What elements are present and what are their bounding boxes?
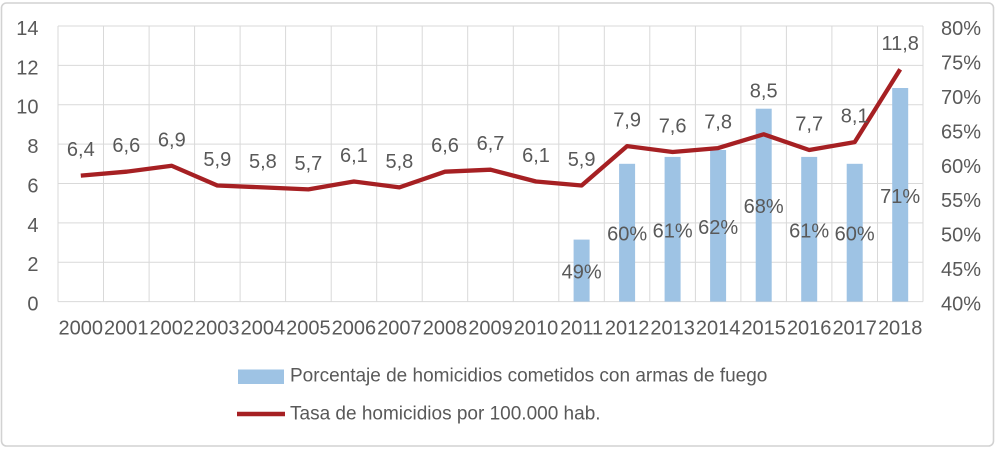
svg-text:7,7: 7,7 (795, 114, 823, 136)
svg-text:70%: 70% (941, 87, 981, 109)
svg-text:2: 2 (27, 254, 38, 276)
svg-text:6,1: 6,1 (340, 145, 368, 167)
svg-text:80%: 80% (941, 18, 981, 40)
svg-text:2014: 2014 (696, 318, 741, 340)
svg-text:8: 8 (27, 136, 38, 158)
svg-text:6: 6 (27, 176, 38, 198)
svg-text:7,6: 7,6 (659, 116, 687, 138)
svg-text:2006: 2006 (332, 318, 377, 340)
svg-text:2009: 2009 (468, 318, 513, 340)
svg-text:55%: 55% (941, 190, 981, 212)
svg-text:2017: 2017 (832, 318, 877, 340)
svg-text:2004: 2004 (241, 318, 286, 340)
svg-text:4: 4 (27, 215, 38, 237)
svg-text:0: 0 (27, 294, 38, 316)
svg-text:6,7: 6,7 (477, 133, 505, 155)
svg-text:2013: 2013 (650, 318, 695, 340)
svg-text:Tasa de homicidios por 100.000: Tasa de homicidios por 100.000 hab. (290, 404, 601, 425)
svg-text:71%: 71% (880, 186, 920, 208)
svg-text:6,9: 6,9 (158, 129, 186, 151)
svg-text:6,6: 6,6 (112, 135, 140, 157)
svg-text:8,5: 8,5 (750, 81, 778, 103)
svg-text:14: 14 (16, 18, 38, 40)
svg-text:60%: 60% (607, 224, 647, 246)
svg-text:40%: 40% (941, 294, 981, 316)
svg-text:61%: 61% (789, 220, 829, 242)
svg-text:5,9: 5,9 (203, 149, 231, 171)
svg-text:2007: 2007 (377, 318, 422, 340)
svg-text:2015: 2015 (741, 318, 786, 340)
svg-text:2016: 2016 (787, 318, 832, 340)
svg-text:7,8: 7,8 (704, 112, 732, 134)
svg-text:12: 12 (16, 57, 38, 79)
svg-text:2003: 2003 (195, 318, 240, 340)
svg-text:45%: 45% (941, 259, 981, 281)
svg-text:6,6: 6,6 (431, 135, 459, 157)
svg-text:2002: 2002 (150, 318, 195, 340)
svg-text:2001: 2001 (104, 318, 149, 340)
svg-text:50%: 50% (941, 225, 981, 247)
svg-text:6,1: 6,1 (522, 145, 550, 167)
svg-text:68%: 68% (744, 196, 784, 218)
svg-text:8,1: 8,1 (841, 106, 869, 128)
svg-text:10: 10 (16, 97, 38, 119)
svg-text:2005: 2005 (286, 318, 331, 340)
svg-text:65%: 65% (941, 121, 981, 143)
svg-text:2011: 2011 (560, 318, 603, 340)
svg-text:Porcentaje de homicidios comet: Porcentaje de homicidios cometidos con a… (290, 366, 767, 387)
svg-text:62%: 62% (698, 217, 738, 239)
svg-text:5,8: 5,8 (249, 151, 277, 173)
svg-text:60%: 60% (835, 224, 875, 246)
svg-text:2008: 2008 (423, 318, 468, 340)
svg-text:49%: 49% (562, 262, 602, 284)
svg-text:60%: 60% (941, 156, 981, 178)
svg-text:5,7: 5,7 (294, 153, 322, 175)
svg-text:2010: 2010 (514, 318, 559, 340)
svg-text:11,8: 11,8 (881, 33, 918, 55)
svg-text:2012: 2012 (605, 318, 650, 340)
svg-text:5,9: 5,9 (568, 149, 596, 171)
svg-text:2018: 2018 (878, 318, 923, 340)
svg-text:6,4: 6,4 (67, 139, 95, 161)
svg-text:2000: 2000 (59, 318, 104, 340)
svg-text:5,8: 5,8 (385, 151, 413, 173)
svg-text:7,9: 7,9 (613, 110, 641, 132)
svg-text:75%: 75% (941, 53, 981, 75)
svg-text:61%: 61% (653, 220, 693, 242)
